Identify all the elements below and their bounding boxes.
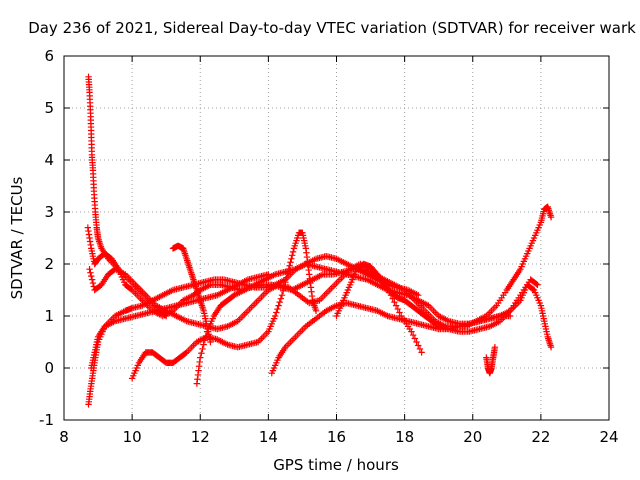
y-tick-label: 4: [44, 151, 54, 169]
data-point-marker: [273, 309, 280, 316]
data-point-marker: [547, 344, 555, 351]
x-tick-label: 16: [327, 428, 346, 446]
data-point-marker: [392, 302, 400, 309]
data-point-marker: [286, 262, 293, 269]
data-point-marker: [547, 214, 555, 221]
data-point-marker: [276, 298, 283, 306]
series-track-7: [169, 242, 214, 346]
y-tick-label: 6: [44, 47, 54, 65]
x-tick-label: 10: [123, 428, 142, 446]
x-tick-label: 8: [59, 428, 69, 446]
data-point-marker: [198, 350, 205, 357]
data-point-marker: [409, 331, 417, 339]
data-point-marker: [415, 292, 422, 299]
chart-title: Day 236 of 2021, Sidereal Day-to-day VTE…: [28, 19, 636, 37]
data-point-marker: [283, 274, 290, 282]
data-point-marker: [288, 255, 295, 262]
y-axis-label: SDTVAR / TECUs: [8, 176, 26, 299]
data-point-marker: [88, 272, 95, 280]
x-tick-label: 20: [463, 428, 482, 446]
data-point-marker: [434, 322, 441, 329]
data-point-marker: [199, 345, 206, 353]
x-tick-label: 24: [599, 428, 618, 446]
data-point-marker: [274, 305, 281, 313]
data-point-marker: [89, 279, 97, 287]
data-point-marker: [396, 309, 403, 316]
data-point-marker: [197, 354, 204, 361]
data-point-marker: [529, 285, 537, 293]
series-track-10: [483, 344, 499, 377]
data-point-marker: [200, 341, 207, 348]
data-point-marker: [201, 337, 208, 344]
x-tick-label: 12: [191, 428, 210, 446]
data-point-marker: [287, 259, 294, 266]
data-point-marker: [202, 332, 210, 340]
series-track-9: [268, 299, 514, 377]
data-point-marker: [413, 338, 420, 346]
data-point-marker: [279, 287, 287, 295]
data-point-marker: [533, 280, 540, 288]
data-point-marker: [86, 266, 93, 273]
data-point-marker: [391, 298, 398, 306]
data-point-marker: [534, 281, 541, 288]
plot-frame: [63, 55, 610, 421]
data-point-marker: [207, 338, 214, 346]
data-points: [84, 73, 555, 408]
data-point-marker: [271, 312, 279, 320]
data-point-marker: [87, 269, 94, 276]
x-tick-label: 14: [259, 428, 278, 446]
data-point-marker: [277, 295, 285, 302]
data-point-marker: [408, 328, 415, 335]
data-point-marker: [278, 292, 286, 299]
data-point-marker: [394, 305, 402, 313]
y-tick-label: 5: [44, 99, 54, 117]
data-point-marker: [275, 302, 282, 309]
data-point-marker: [281, 283, 288, 290]
x-tick-label: 18: [395, 428, 414, 446]
data-point-marker: [411, 335, 419, 342]
series-track-11: [333, 260, 541, 335]
y-tick-label: 1: [44, 307, 54, 325]
data-point-marker: [415, 342, 422, 349]
x-tick-label: 22: [531, 428, 550, 446]
data-point-marker: [491, 344, 499, 351]
series-track-6: [128, 229, 320, 382]
data-point-marker: [289, 248, 297, 256]
data-point-marker: [418, 349, 425, 356]
grid-lines: [64, 56, 609, 420]
data-point-marker: [282, 279, 289, 286]
data-point-marker: [289, 252, 296, 259]
series-track-4: [85, 260, 555, 408]
data-point-marker: [416, 345, 424, 353]
data-point-marker: [312, 307, 320, 314]
x-axis-label: GPS time / hours: [273, 456, 399, 474]
y-tick-label: 0: [44, 359, 54, 377]
y-tick-label: 3: [44, 203, 54, 221]
y-tick-label: -1: [39, 411, 54, 429]
series-track-8: [193, 253, 422, 387]
y-tick-label: 2: [44, 255, 54, 273]
data-point-marker: [88, 276, 96, 283]
